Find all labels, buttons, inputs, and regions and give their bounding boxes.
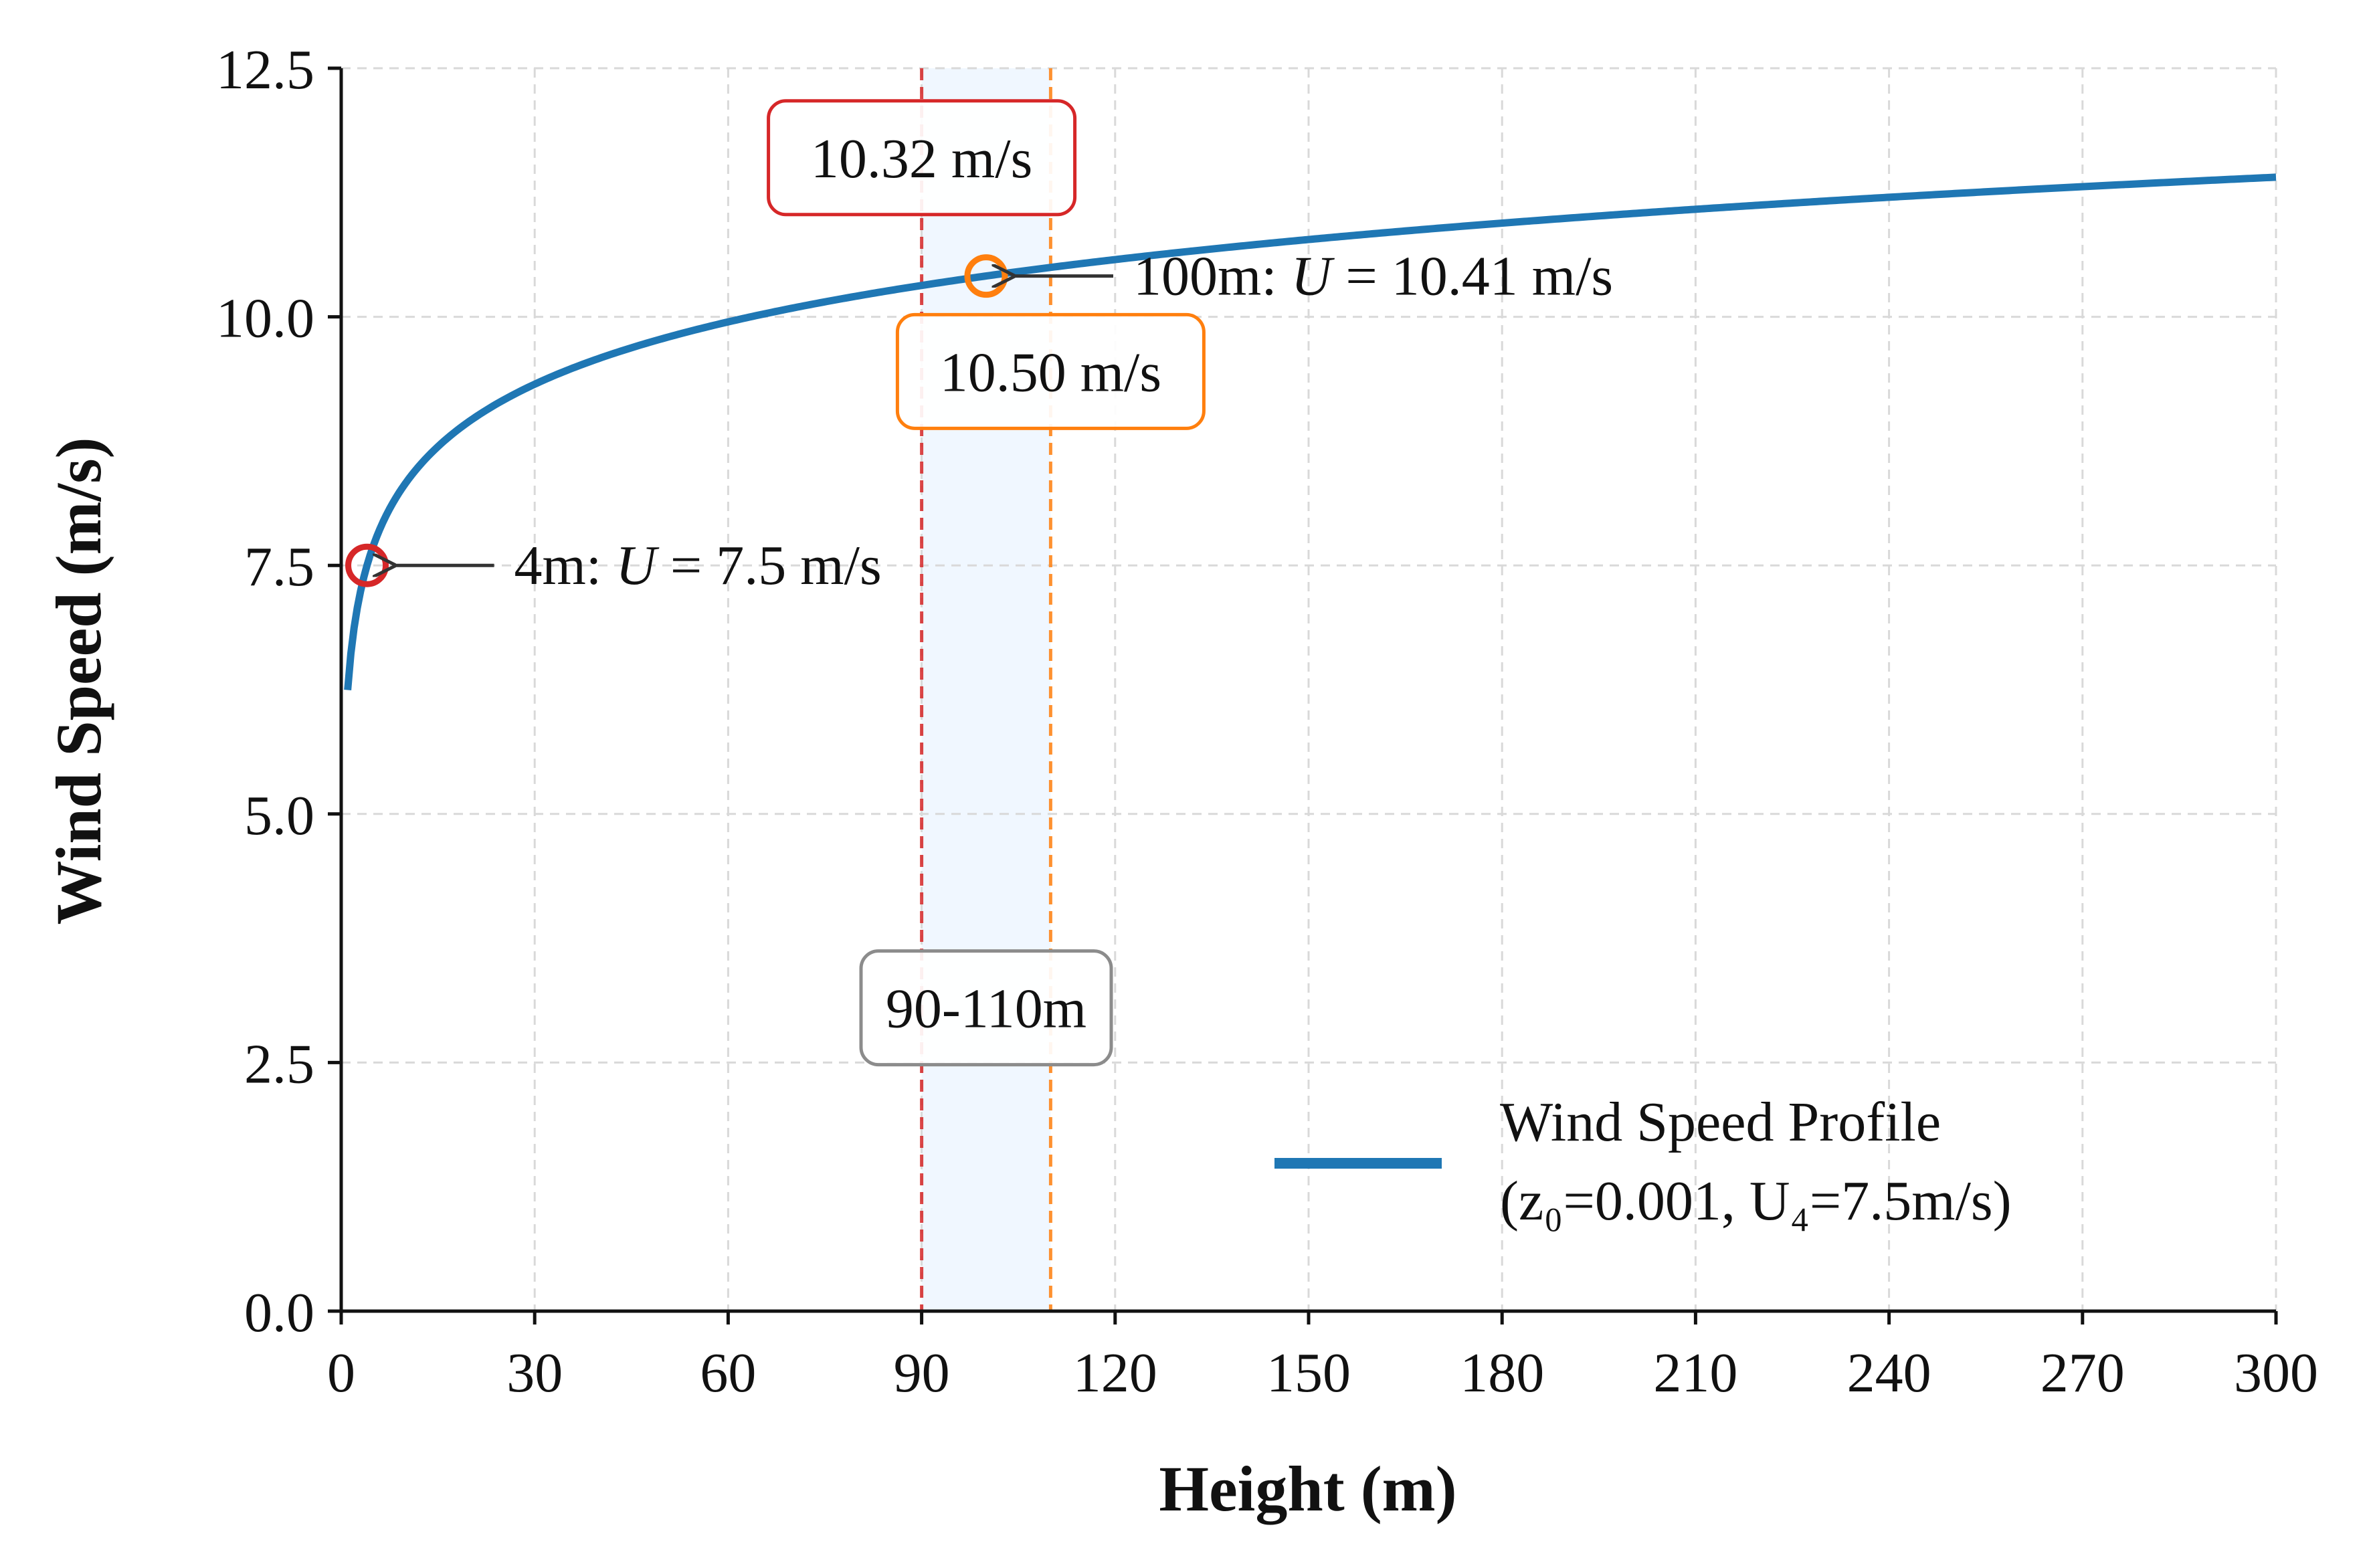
y-tick-label: 0.0: [244, 1282, 314, 1344]
x-tick-label: 210: [1653, 1342, 1737, 1404]
x-tick-label: 60: [700, 1342, 756, 1404]
boxed-label-text: 10.50 m/s: [940, 341, 1161, 403]
legend-label-line2: (z₀=0.001, U₄=7.5m/s): [1500, 1170, 2012, 1232]
boxed-label-text: 10.32 m/s: [811, 128, 1032, 190]
tick-labels-layer: 0 30 60 90 120 150 180 210 240 270 300 0.0 2.5 5.0 7.5…: [216, 39, 2318, 1404]
y-tick-label: 12.5: [216, 39, 314, 101]
annotation-label-100m: 100m: U = 10.41 m/s: [1133, 246, 1613, 308]
x-tick-label: 150: [1266, 1342, 1351, 1404]
y-tick-label: 5.0: [244, 785, 314, 847]
x-tick-label: 270: [2041, 1342, 2125, 1404]
x-tick-label: 90: [894, 1342, 950, 1404]
y-axis-title: Wind Speed (m/s): [43, 437, 114, 924]
series-layer: [344, 173, 2277, 691]
boxed-label-frame: [895, 312, 1206, 430]
y-tick-label: 7.5: [244, 536, 314, 598]
x-tick-label: 30: [506, 1342, 563, 1404]
boxed-labels-layer: 10.32 m/s 10.50 m/s 90-110m: [767, 99, 1206, 1067]
x-axis-title: Height (m): [1159, 1453, 1456, 1525]
x-tick-label: 300: [2234, 1342, 2318, 1404]
x-tick-label: 0: [327, 1342, 355, 1404]
y-tick-label: 2.5: [244, 1033, 314, 1095]
x-tick-label: 180: [1460, 1342, 1544, 1404]
x-tick-label: 120: [1073, 1342, 1157, 1404]
x-tick-label: 240: [1847, 1342, 1931, 1404]
boxed-label-frame: [767, 99, 1077, 217]
grid-layer: [341, 67, 2277, 1311]
annotation-label-4m: 4m: U = 7.5 m/s: [514, 534, 882, 597]
legend: Wind Speed Profile (z₀=0.001, U₄=7.5m/s): [1274, 1091, 2012, 1232]
wind-speed-profile-line: [344, 173, 2277, 691]
y-tick-label: 10.0: [216, 288, 314, 350]
boxed-label-frame: [859, 949, 1113, 1067]
boxed-label-text: 90-110m: [886, 978, 1086, 1040]
legend-label-line1: Wind Speed Profile: [1500, 1091, 1941, 1153]
annotations-layer: 4m: U = 7.5 m/s 100m: U = 10.41 m/s: [345, 246, 1613, 597]
